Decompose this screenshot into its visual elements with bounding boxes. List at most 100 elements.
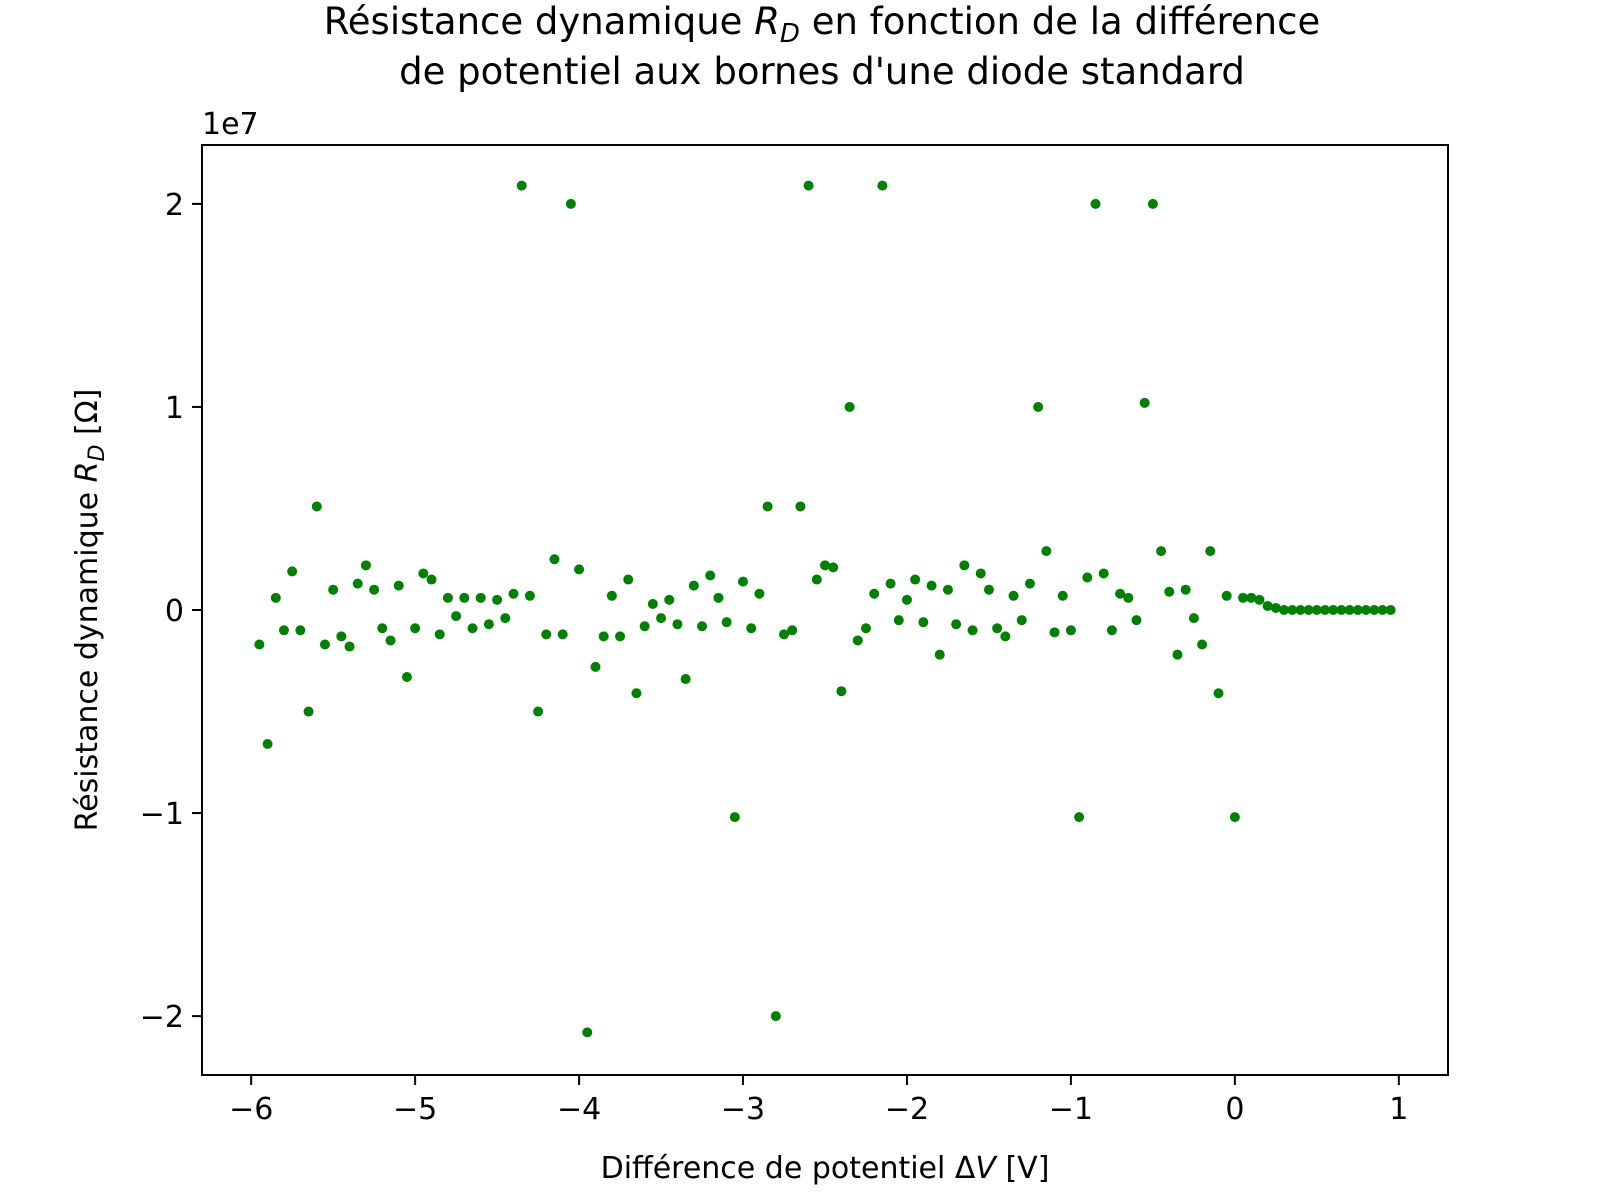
data-point (1033, 401, 1044, 412)
data-point (311, 501, 322, 512)
data-point (1336, 605, 1347, 615)
y-axis-label: Résistance dynamique RD [Ω] (70, 389, 110, 832)
data-point (262, 739, 273, 750)
data-point (565, 198, 576, 209)
data-point (1377, 605, 1388, 615)
data-point (1311, 605, 1322, 615)
data-point (713, 592, 724, 603)
data-point (344, 641, 355, 652)
data-point (369, 584, 380, 595)
data-point (697, 621, 708, 632)
x-tick-label: 0 (1225, 1092, 1244, 1127)
data-point (467, 623, 478, 634)
data-point (1082, 572, 1093, 583)
data-point (795, 501, 806, 512)
data-point (541, 629, 552, 640)
data-point (623, 574, 634, 585)
data-point (893, 615, 904, 626)
data-point (533, 706, 544, 717)
data-point (582, 1027, 593, 1038)
data-point (926, 580, 937, 591)
data-point (1295, 605, 1306, 615)
data-point (1074, 812, 1085, 823)
data-point (1172, 649, 1183, 660)
data-point (1320, 605, 1331, 615)
data-point (1156, 546, 1167, 557)
data-point (1287, 605, 1298, 615)
data-point (1106, 625, 1117, 636)
chart-title-line-2: de potentiel aux bornes d'une diode stan… (399, 50, 1245, 93)
data-point (1049, 627, 1060, 638)
data-point (352, 578, 363, 589)
data-point (1057, 590, 1068, 601)
data-point (729, 812, 740, 823)
data-point (664, 594, 675, 605)
data-point (377, 623, 388, 634)
x-axis: −6 −5 −4 −3 −2 −1 0 1 (229, 1075, 1408, 1127)
data-point (852, 635, 863, 646)
data-point (1361, 605, 1372, 615)
data-point (672, 619, 683, 630)
x-tick-label: 1 (1389, 1092, 1408, 1127)
data-point (754, 588, 765, 599)
x-tick-label: −3 (721, 1092, 765, 1127)
data-point (1369, 605, 1380, 615)
data-point (508, 588, 519, 599)
data-point (762, 501, 773, 512)
data-point (1197, 639, 1208, 650)
data-point (844, 401, 855, 412)
y-tick-label: 1 (165, 391, 184, 426)
data-point (492, 594, 503, 605)
x-tick-label: −5 (393, 1092, 437, 1127)
data-point (319, 639, 330, 650)
data-point (516, 180, 527, 191)
data-point (1344, 605, 1355, 615)
data-point (877, 180, 888, 191)
data-point (787, 625, 798, 636)
data-point (1065, 625, 1076, 636)
data-point (524, 590, 535, 601)
data-point (1139, 397, 1150, 408)
y-tick-label: −2 (140, 1000, 184, 1035)
data-point (901, 594, 912, 605)
data-point (942, 584, 953, 595)
data-point (1008, 590, 1019, 601)
data-point (1164, 586, 1175, 597)
data-point (1279, 605, 1290, 615)
data-point (656, 613, 667, 624)
data-point (639, 621, 650, 632)
data-point (1303, 605, 1314, 615)
data-point (549, 554, 560, 565)
data-point (1221, 590, 1232, 601)
data-point (303, 706, 314, 717)
data-point (590, 661, 601, 672)
data-point (836, 686, 847, 697)
data-point (688, 580, 699, 591)
data-point (918, 617, 929, 628)
x-tick-label: −1 (1049, 1092, 1093, 1127)
data-point (360, 560, 371, 571)
data-point (1229, 812, 1240, 823)
y-offset-label: 1e7 (202, 107, 259, 142)
plot-frame (201, 144, 1449, 1076)
data-point (336, 631, 347, 642)
data-point (1328, 605, 1339, 615)
data-point (393, 580, 404, 591)
y-tick-label: −1 (140, 797, 184, 832)
data-point (401, 672, 412, 683)
data-point (1213, 688, 1224, 699)
data-point (1123, 592, 1134, 603)
data-point (975, 568, 986, 579)
data-point (410, 623, 421, 634)
data-point (1262, 600, 1273, 611)
data-point (295, 625, 306, 636)
data-point (557, 629, 568, 640)
data-point (885, 578, 896, 589)
y-tick-label: 2 (165, 188, 184, 223)
data-point (951, 619, 962, 630)
data-point (442, 592, 453, 603)
data-point (746, 623, 757, 634)
data-point (606, 590, 617, 601)
y-tick-label: 0 (165, 594, 184, 629)
data-point (385, 635, 396, 646)
